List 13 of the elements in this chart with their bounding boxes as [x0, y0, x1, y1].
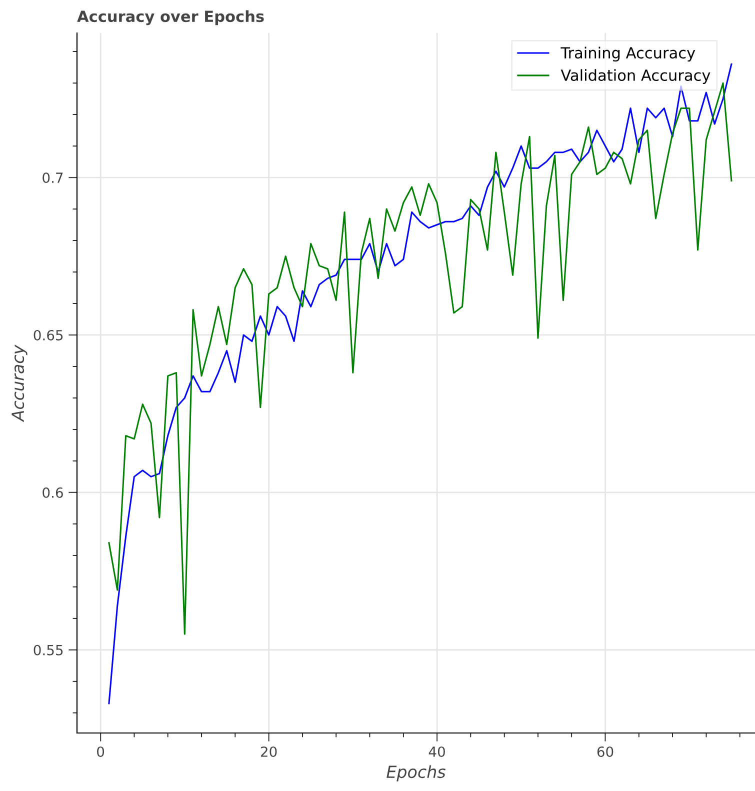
chart-title: Accuracy over Epochs — [77, 10, 264, 26]
legend-label: Training Accuracy — [560, 46, 696, 62]
x-tick-label: 20 — [260, 746, 277, 757]
legend-label: Validation Accuracy — [560, 69, 710, 84]
y-tick-label: 0.55 — [34, 644, 63, 656]
x-tick-label: 0 — [97, 746, 104, 757]
x-tick-label: 40 — [428, 746, 445, 757]
x-tick-label: 60 — [597, 746, 614, 757]
y-axis-title: Accuracy — [12, 344, 28, 422]
y-tick-label: 0.65 — [34, 330, 63, 340]
x-axis-title: Epochs — [386, 765, 446, 782]
y-tick-label: 0.6 — [42, 487, 63, 498]
y-tick-label: 0.7 — [42, 172, 63, 184]
